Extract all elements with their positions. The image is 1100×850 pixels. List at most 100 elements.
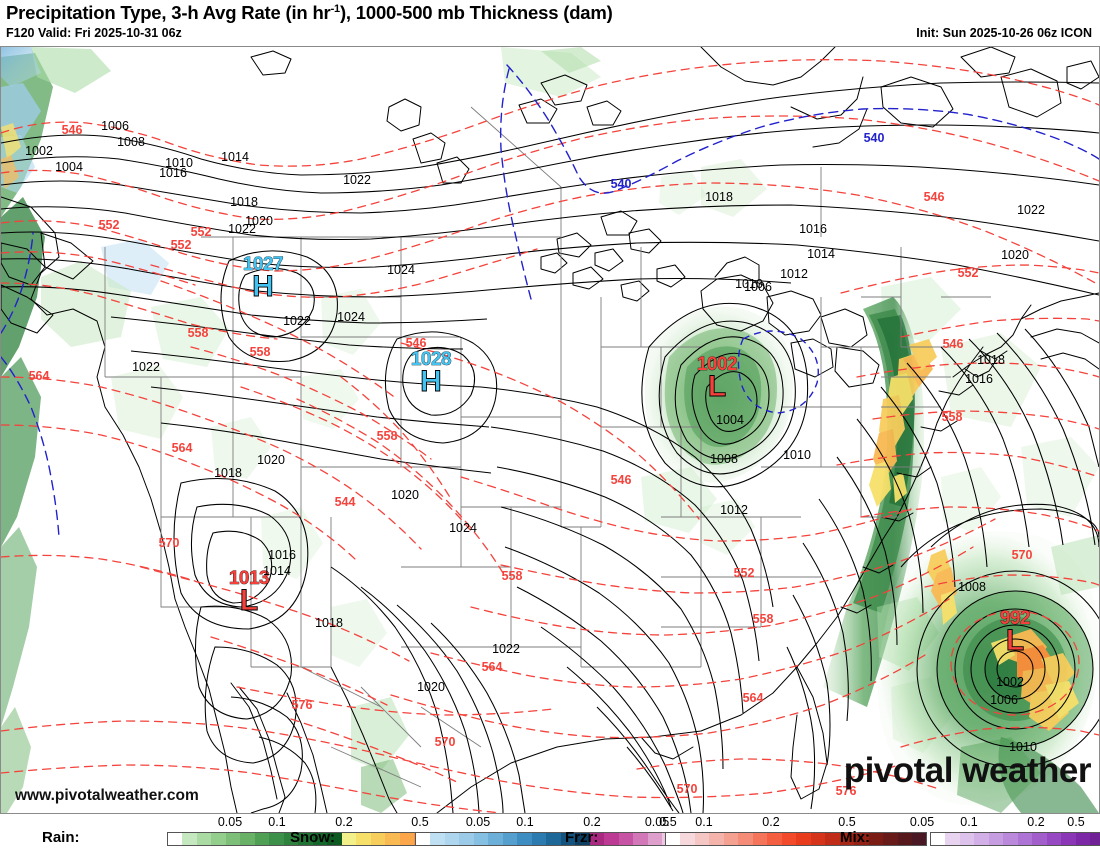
contour-label-thick: 558 xyxy=(376,429,398,443)
legend-swatch xyxy=(1032,833,1047,845)
legend-group-label: Snow: xyxy=(290,829,335,846)
legend-swatch xyxy=(752,833,768,845)
contour-label-thick: 558 xyxy=(249,345,271,359)
legend-swatch xyxy=(589,833,605,845)
contour-label-thick: 570 xyxy=(1011,548,1033,562)
legend-group: Mix: 0.05 0.1 0.2 0.5 xyxy=(0,815,1100,850)
contour-label-mslp: 1014 xyxy=(263,564,291,578)
legend-swatch xyxy=(196,833,212,845)
legend-colorbar[interactable] xyxy=(415,832,678,846)
map-graphic xyxy=(1,47,1099,813)
legend-swatch xyxy=(560,833,576,845)
page-title-main: Precipitation Type, 3-h Avg Rate (in hr xyxy=(6,2,331,23)
legend-swatch xyxy=(694,833,710,845)
contour-label-mslp: 1018 xyxy=(230,195,258,209)
pressure-center-value: 1028 xyxy=(410,349,452,370)
pressure-center-symbol: L xyxy=(1005,624,1025,657)
low-center-closed-contour xyxy=(737,330,819,414)
legend-swatch xyxy=(531,833,547,845)
contour-label-mslp: 1022 xyxy=(343,173,371,187)
legend-swatch xyxy=(168,833,183,845)
contour-label-thick: 552 xyxy=(190,225,212,239)
legend-tick-label: 0.2 xyxy=(335,815,353,829)
map-panel[interactable]: 1027 H 1028 H 1002 L 1013 L 992 L 1002 10… xyxy=(0,46,1100,814)
contour-label-thick: 576 xyxy=(291,698,313,712)
legend-swatch xyxy=(796,833,811,845)
legend-swatch xyxy=(298,833,313,845)
legend-swatch xyxy=(575,833,590,845)
legend-swatch xyxy=(1075,833,1091,845)
legend-swatch xyxy=(709,833,724,845)
contour-label-mslp: 1014 xyxy=(221,150,249,164)
legend-swatch xyxy=(618,833,634,845)
legend-colorbar[interactable] xyxy=(167,832,430,846)
contour-label-thick: 558 xyxy=(941,410,963,424)
contour-label-mslp: 1004 xyxy=(55,160,83,174)
legend-tick-label: 0.2 xyxy=(762,815,780,829)
contour-label-h540: 540 xyxy=(863,131,885,145)
page-title-superscript: -1 xyxy=(330,2,341,15)
pressure-center-value: 992 xyxy=(999,608,1031,629)
pressure-center-low: 1013 L xyxy=(229,569,270,617)
contour-label-thick: 576 xyxy=(835,784,857,798)
contour-label-mslp: 1020 xyxy=(245,214,273,228)
legend-colorbar[interactable] xyxy=(665,832,928,846)
legend-swatch xyxy=(825,833,840,845)
legend-swatch xyxy=(356,833,371,845)
legend-swatch xyxy=(738,833,753,845)
contour-label-thick: 552 xyxy=(733,566,755,580)
pressure-center-symbol: H xyxy=(252,270,275,303)
legend-swatch xyxy=(767,833,782,845)
thickness-540-contour xyxy=(1,64,1099,538)
contour-label-mslp: 1008 xyxy=(117,135,145,149)
legend-swatch xyxy=(883,833,898,845)
contour-label-mslp: 1010 xyxy=(165,156,193,170)
contour-label-thick: 570 xyxy=(158,536,180,550)
legend-swatch xyxy=(959,833,975,845)
legend-swatch xyxy=(854,833,869,845)
legend-group: Frzr: 0.05 0.1 0.2 0.5 xyxy=(0,815,1100,850)
valid-time-label: F120 Valid: Fri 2025-10-31 06z xyxy=(6,26,182,40)
contour-label-mslp: 1016 xyxy=(799,222,827,236)
pressure-center-symbol: L xyxy=(239,584,259,617)
pressure-center-symbol: L xyxy=(707,370,727,403)
contour-label-thick: 564 xyxy=(28,369,50,383)
legend-tick-label: 0.5 xyxy=(1067,815,1085,829)
pressure-center-low: 1002 L xyxy=(696,354,738,403)
legend-swatch xyxy=(810,833,826,845)
contour-label-mslp: 1008 xyxy=(710,452,738,466)
legend-swatch xyxy=(459,833,474,845)
pressure-center-symbol: H xyxy=(420,365,443,398)
pressure-center-high: 1027 H xyxy=(242,254,284,303)
legend-group-label: Frzr: xyxy=(565,829,599,846)
contour-label-thick: 558 xyxy=(752,612,774,626)
legend-swatch xyxy=(911,833,927,845)
legend-swatch xyxy=(385,833,400,845)
contour-label-thick: 546 xyxy=(610,473,632,487)
contour-label-mslp: 1022 xyxy=(228,222,256,236)
admin-borders xyxy=(104,106,991,788)
pressure-center-value: 1002 xyxy=(696,354,738,375)
legend-swatch xyxy=(502,833,518,845)
legend-swatch xyxy=(988,833,1004,845)
contour-label-mslp: 1018 xyxy=(705,190,733,204)
pressure-center-value: 1027 xyxy=(242,254,284,275)
pressure-center-high: 1028 H xyxy=(410,349,452,398)
legend-swatch xyxy=(546,833,561,845)
legend-tick-label: 0.5 xyxy=(659,815,677,829)
legend-colorbar[interactable] xyxy=(930,832,1100,846)
contour-label-thick: 546 xyxy=(923,190,945,204)
legend-swatch xyxy=(781,833,797,845)
contour-label-thick: 546 xyxy=(942,337,964,351)
contour-label-mslp: 1002 xyxy=(996,675,1024,689)
legend-swatch xyxy=(341,833,357,845)
legend-swatch xyxy=(254,833,270,845)
contour-label-mslp: 1018 xyxy=(315,616,343,630)
contour-label-mslp: 1022 xyxy=(283,314,311,328)
page-title-tail: ), 1000-500 mb Thickness (dam) xyxy=(339,2,613,23)
legend-swatch xyxy=(1003,833,1018,845)
legend-swatch xyxy=(327,833,342,845)
contour-label-mslp: 1010 xyxy=(1009,740,1037,754)
contour-label-thick: 558 xyxy=(187,326,209,340)
precip-shading-heavy xyxy=(869,339,1079,731)
